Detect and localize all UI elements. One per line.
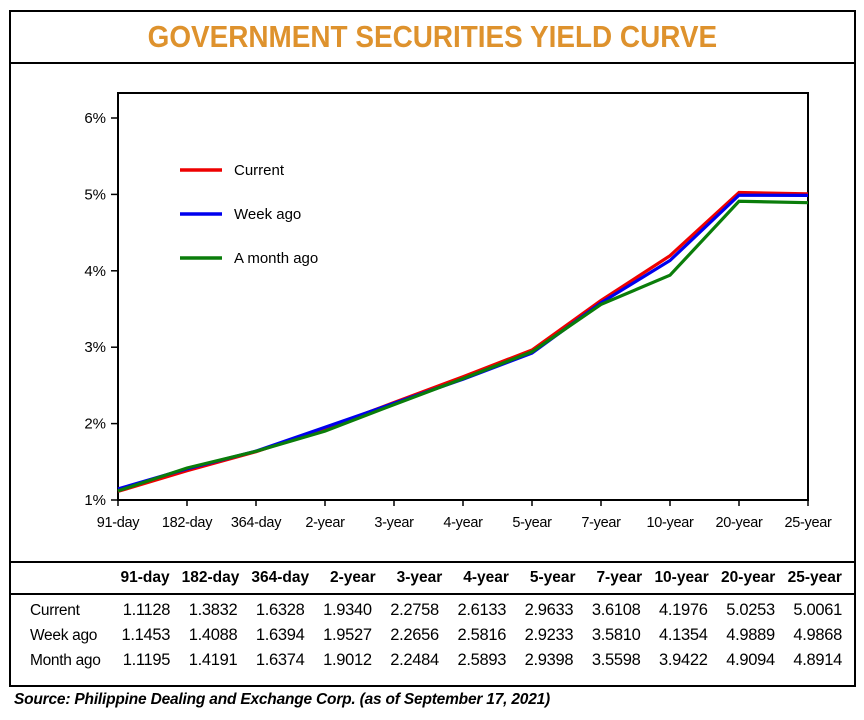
y-tick-label: 6% <box>84 110 106 127</box>
yield-table-header: 91-day 182-day 364-day 2-year 3-year 4-year 5-… <box>11 563 854 595</box>
title-band: GOVERNMENT SECURITIES YIELD CURVE <box>11 12 854 64</box>
table-value-cell: 4.1354 <box>659 626 708 644</box>
table-value-cell: 2.6133 <box>457 601 507 619</box>
table-value-cell: 1.9527 <box>323 626 372 644</box>
table-row-month_ago: Month ago 1.1195 1.4191 1.6374 1.9012 2.2484 2… <box>11 648 854 673</box>
chart-panel: GOVERNMENT SECURITIES YIELD CURVE 1% 2% 3%… <box>9 10 856 687</box>
source-note: Source: Philippine Dealing and Exchange … <box>14 691 550 708</box>
table-value-cell: 1.4191 <box>188 651 238 669</box>
table-value-cell: 1.1453 <box>121 626 171 644</box>
x-tick-label: 91-day <box>97 515 141 531</box>
chart-legend: Current Week ago A month ago <box>180 162 318 267</box>
table-value-cell: 1.3832 <box>188 601 238 619</box>
table-row-label: Month ago <box>30 651 101 669</box>
table-value-cell: 2.2758 <box>390 601 439 619</box>
y-tick-label: 1% <box>84 492 106 509</box>
table-value-cell: 4.8914 <box>793 651 843 669</box>
table-value-cell: 4.9889 <box>726 626 775 644</box>
table-value-cell: 4.9868 <box>793 626 843 644</box>
y-tick-label: 3% <box>84 339 106 356</box>
table-value-cell: 1.1195 <box>122 651 171 669</box>
x-tick-label: 3-year <box>374 515 414 531</box>
y-tick-label: 4% <box>84 263 106 280</box>
table-row-label: Week ago <box>30 626 98 644</box>
table-value-cell: 1.1128 <box>122 601 171 619</box>
table-col-header: 5-year <box>529 569 576 586</box>
series-line-month_ago <box>117 199 809 493</box>
table-value-cell: 2.5893 <box>457 651 507 669</box>
table-col-header: 364-day <box>251 569 310 586</box>
x-axis: 91-day 182-day 364-day 2-year 3-year 4-year 5-… <box>97 500 832 531</box>
table-row-current: Current 1.1128 1.3832 1.6328 1.9340 2.2758 2.6… <box>11 598 854 623</box>
table-col-header: 25-year <box>787 569 842 586</box>
table-value-cell: 2.2656 <box>390 626 439 644</box>
table-value-cell: 5.0061 <box>793 601 843 619</box>
plot-frame <box>117 92 809 501</box>
table-value-cell: 2.9233 <box>524 626 574 644</box>
table-value-cell: 2.2484 <box>390 651 439 669</box>
table-col-header: 182-day <box>181 569 240 586</box>
x-tick-label: 10-year <box>646 515 694 531</box>
table-value-cell: 4.1976 <box>659 601 708 619</box>
legend-label-week_ago: Week ago <box>234 206 301 223</box>
x-tick-label: 20-year <box>715 515 763 531</box>
table-value-cell: 1.9012 <box>323 651 372 669</box>
table-col-header: 3-year <box>396 569 443 586</box>
legend-label-month_ago: A month ago <box>234 250 318 267</box>
x-tick-label: 364-day <box>231 515 282 531</box>
table-value-cell: 1.6328 <box>255 601 305 619</box>
yield-table: 91-day 182-day 364-day 2-year 3-year 4-year 5-… <box>11 561 854 685</box>
table-value-cell: 3.5810 <box>591 626 641 644</box>
table-value-cell: 1.4088 <box>188 626 238 644</box>
table-value-cell: 3.6108 <box>591 601 641 619</box>
table-value-cell: 1.6374 <box>255 651 305 669</box>
y-tick-label: 2% <box>84 416 106 433</box>
x-tick-label: 7-year <box>581 515 621 531</box>
yield-table-body: Current 1.1128 1.3832 1.6328 1.9340 2.2758 2.6… <box>11 595 854 673</box>
table-value-cell: 2.9633 <box>524 601 574 619</box>
table-row-label: Current <box>30 601 80 619</box>
x-tick-label: 25-year <box>784 515 832 531</box>
x-tick-label: 2-year <box>305 515 345 531</box>
table-col-header: 10-year <box>654 569 709 586</box>
table-value-cell: 1.9340 <box>323 601 372 619</box>
table-col-header: 2-year <box>330 569 376 586</box>
table-value-cell: 1.6394 <box>255 626 305 644</box>
x-tick-label: 4-year <box>443 515 483 531</box>
table-value-cell: 3.9422 <box>659 651 708 669</box>
y-tick-label: 5% <box>84 186 106 203</box>
legend-label-current: Current <box>234 162 285 179</box>
x-tick-label: 5-year <box>512 515 552 531</box>
table-col-header: 7-year <box>596 569 643 586</box>
y-axis: 1% 2% 3% 4% 5% 6% <box>84 110 118 509</box>
x-tick-label: 182-day <box>162 515 213 531</box>
yield-curve-chart: 1% 2% 3% 4% 5% 6% 91-day 182-day 364-day 2-year 3-… <box>84 92 832 531</box>
table-row-week_ago: Week ago 1.1453 1.4088 1.6394 1.9527 2.2656 2.… <box>11 623 854 648</box>
table-col-header: 91-day <box>120 569 170 586</box>
table-value-cell: 2.9398 <box>524 651 574 669</box>
table-value-cell: 3.5598 <box>591 651 641 669</box>
table-col-header: 20-year <box>721 569 776 586</box>
table-value-cell: 5.0253 <box>726 601 775 619</box>
chart-title: GOVERNMENT SECURITIES YIELD CURVE <box>147 19 718 54</box>
table-col-header: 4-year <box>463 569 509 586</box>
table-value-cell: 4.9094 <box>726 651 775 669</box>
table-value-cell: 2.5816 <box>457 626 507 644</box>
